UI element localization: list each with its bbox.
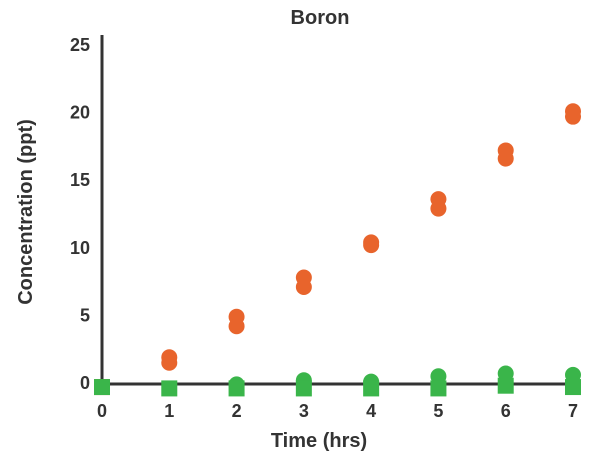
- x-tick-label: 7: [568, 401, 578, 421]
- y-axis-title: Concentration (ppt): [15, 119, 37, 305]
- data-point-circle: [565, 366, 581, 383]
- data-point-circle: [497, 150, 514, 167]
- data-point-square: [295, 380, 312, 397]
- x-tick-label: 4: [366, 401, 376, 421]
- x-axis-title: Time (hrs): [271, 430, 367, 452]
- data-point-circle: [161, 354, 178, 371]
- data-point-circle: [497, 365, 514, 382]
- data-point-circle: [363, 237, 380, 254]
- y-tick-labels: 0 5 10 15 20 25: [70, 35, 90, 393]
- data-point-circle: [430, 200, 447, 217]
- y-tick-label: 15: [70, 170, 90, 190]
- data-points: [94, 103, 581, 397]
- x-tick-label: 5: [433, 401, 443, 421]
- chart-title: Boron: [291, 7, 350, 29]
- data-point-circle: [228, 318, 245, 335]
- data-point-square: [94, 379, 110, 396]
- data-point-circle: [565, 108, 581, 125]
- x-tick-label: 0: [97, 401, 107, 421]
- data-point-square: [228, 380, 245, 397]
- x-tick-label: 2: [232, 401, 242, 421]
- data-point-square: [363, 380, 380, 397]
- data-point-square: [430, 380, 447, 397]
- x-tick-label: 6: [501, 401, 511, 421]
- y-tick-label: 0: [80, 373, 90, 393]
- data-point-square: [497, 377, 514, 394]
- y-tick-label: 25: [70, 35, 90, 55]
- y-tick-label: 10: [70, 238, 90, 258]
- x-tick-label: 1: [164, 401, 174, 421]
- y-tick-label: 5: [80, 305, 90, 325]
- y-tick-label: 20: [70, 103, 90, 123]
- data-point-circle: [430, 368, 447, 385]
- data-point-circle: [295, 279, 312, 296]
- data-point-square: [565, 379, 581, 396]
- data-point-square: [161, 380, 178, 397]
- x-tick-label: 3: [299, 401, 309, 421]
- x-tick-labels: 0 1 2 3 4 5 6 7: [97, 401, 578, 421]
